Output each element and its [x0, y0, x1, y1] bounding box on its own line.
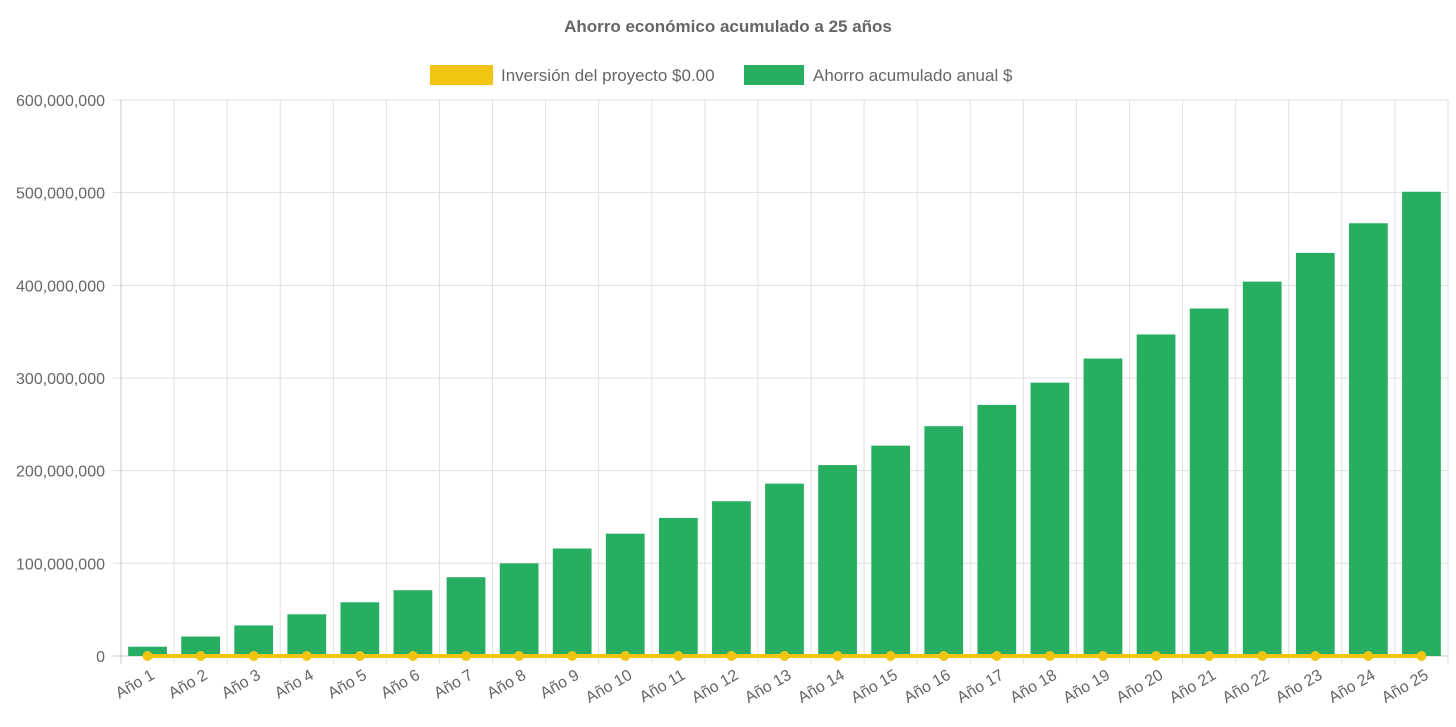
point-investment[interactable]: [1310, 651, 1321, 661]
point-investment[interactable]: [885, 651, 896, 661]
x-tick-label: Año 6: [378, 667, 423, 703]
x-tick-label: Año 9: [537, 667, 582, 703]
x-tick-label: Año 20: [1114, 667, 1167, 707]
chart-title: Ahorro económico acumulado a 25 años: [564, 17, 892, 36]
bar-savings[interactable]: [1242, 281, 1282, 656]
bar-savings[interactable]: [552, 548, 592, 656]
point-investment[interactable]: [514, 651, 525, 661]
x-tick-label: Año 24: [1326, 667, 1379, 707]
x-tick-label: Año 22: [1220, 667, 1273, 707]
point-investment[interactable]: [1363, 651, 1374, 661]
bar-savings[interactable]: [1030, 382, 1070, 656]
line-series: [142, 651, 1427, 661]
x-tick-label: Año 8: [484, 667, 529, 703]
bar-savings[interactable]: [605, 533, 645, 656]
point-investment[interactable]: [248, 651, 259, 661]
bar-savings[interactable]: [871, 445, 911, 656]
x-tick-label: Año 16: [901, 667, 954, 707]
x-tick-label: Año 2: [166, 667, 211, 703]
x-tick-label: Año 17: [954, 667, 1007, 707]
bar-savings[interactable]: [287, 614, 327, 656]
point-investment[interactable]: [1416, 651, 1427, 661]
x-tick-label: Año 13: [742, 667, 795, 707]
x-tick-label: Año 15: [848, 667, 901, 707]
x-tick-label: Año 10: [583, 667, 636, 707]
chart-legend: Inversión del proyecto $0.00 Ahorro acum…: [430, 65, 1013, 85]
bar-savings[interactable]: [446, 577, 486, 656]
y-tick-label: 0: [96, 649, 105, 666]
point-investment[interactable]: [1204, 651, 1215, 661]
x-tick-label: Año 18: [1007, 667, 1060, 707]
y-tick-label: 400,000,000: [16, 278, 105, 295]
legend-label-investment: Inversión del proyecto $0.00: [501, 66, 715, 85]
bar-savings[interactable]: [924, 426, 964, 656]
point-investment[interactable]: [991, 651, 1002, 661]
point-investment[interactable]: [1097, 651, 1108, 661]
point-investment[interactable]: [461, 651, 472, 661]
point-investment[interactable]: [779, 651, 790, 661]
point-investment[interactable]: [1257, 651, 1268, 661]
x-tick-label: Año 3: [219, 667, 264, 703]
bar-savings[interactable]: [1349, 223, 1388, 656]
legend-swatch-savings[interactable]: [744, 65, 804, 85]
bar-savings[interactable]: [658, 517, 698, 656]
legend-swatch-investment[interactable]: [430, 65, 493, 85]
bar-savings[interactable]: [1189, 308, 1229, 657]
x-tick-label: Año 14: [795, 667, 848, 707]
point-investment[interactable]: [673, 651, 684, 661]
bar-savings[interactable]: [712, 501, 751, 656]
y-axis-ticks: 0 100,000,000 200,000,000 300,000,000 400,00…: [16, 93, 105, 666]
bar-savings[interactable]: [1402, 191, 1441, 657]
bar-savings[interactable]: [1295, 252, 1335, 656]
x-tick-label: Año 21: [1167, 667, 1220, 707]
y-tick-label: 300,000,000: [16, 371, 105, 388]
bar-savings[interactable]: [181, 636, 220, 656]
x-tick-label: Año 5: [325, 667, 370, 703]
y-tick-label: 600,000,000: [16, 93, 105, 110]
point-investment[interactable]: [726, 651, 737, 661]
point-investment[interactable]: [567, 651, 578, 661]
point-investment[interactable]: [1044, 651, 1055, 661]
bar-savings[interactable]: [499, 563, 539, 656]
bar-series: [128, 191, 1441, 657]
bar-savings[interactable]: [818, 465, 857, 656]
y-tick-label: 500,000,000: [16, 186, 105, 203]
x-tick-label: Año 12: [689, 667, 742, 707]
point-investment[interactable]: [407, 651, 418, 661]
x-tick-label: Año 4: [272, 667, 317, 703]
bar-savings[interactable]: [234, 625, 274, 656]
bar-savings[interactable]: [1136, 334, 1176, 656]
point-investment[interactable]: [301, 651, 312, 661]
x-axis-ticks: Año 1 Año 2 Año 3 Año 4 Año 5 Año 6 Año 7 Año 8…: [113, 667, 1432, 707]
point-investment[interactable]: [142, 651, 153, 661]
x-tick-label: Año 7: [431, 667, 476, 703]
bar-savings[interactable]: [977, 404, 1017, 656]
point-investment[interactable]: [620, 651, 631, 661]
x-tick-label: Año 25: [1379, 667, 1432, 707]
bar-savings[interactable]: [340, 602, 380, 656]
x-tick-label: Año 11: [637, 667, 688, 707]
x-tick-label: Año 23: [1273, 667, 1326, 707]
legend-label-savings: Ahorro acumulado anual $: [813, 66, 1013, 85]
bar-savings[interactable]: [1083, 358, 1123, 656]
x-tick-label: Año 1: [113, 667, 158, 703]
point-investment[interactable]: [832, 651, 843, 661]
point-investment[interactable]: [354, 651, 365, 661]
x-tick-label: Año 19: [1061, 667, 1114, 707]
point-investment[interactable]: [195, 651, 206, 661]
bar-savings[interactable]: [765, 483, 804, 656]
point-investment[interactable]: [938, 651, 949, 661]
y-tick-label: 200,000,000: [16, 464, 105, 481]
grid-lines: [113, 99, 1449, 664]
bar-savings[interactable]: [393, 590, 433, 656]
y-tick-label: 100,000,000: [16, 556, 105, 573]
point-investment[interactable]: [1151, 651, 1162, 661]
